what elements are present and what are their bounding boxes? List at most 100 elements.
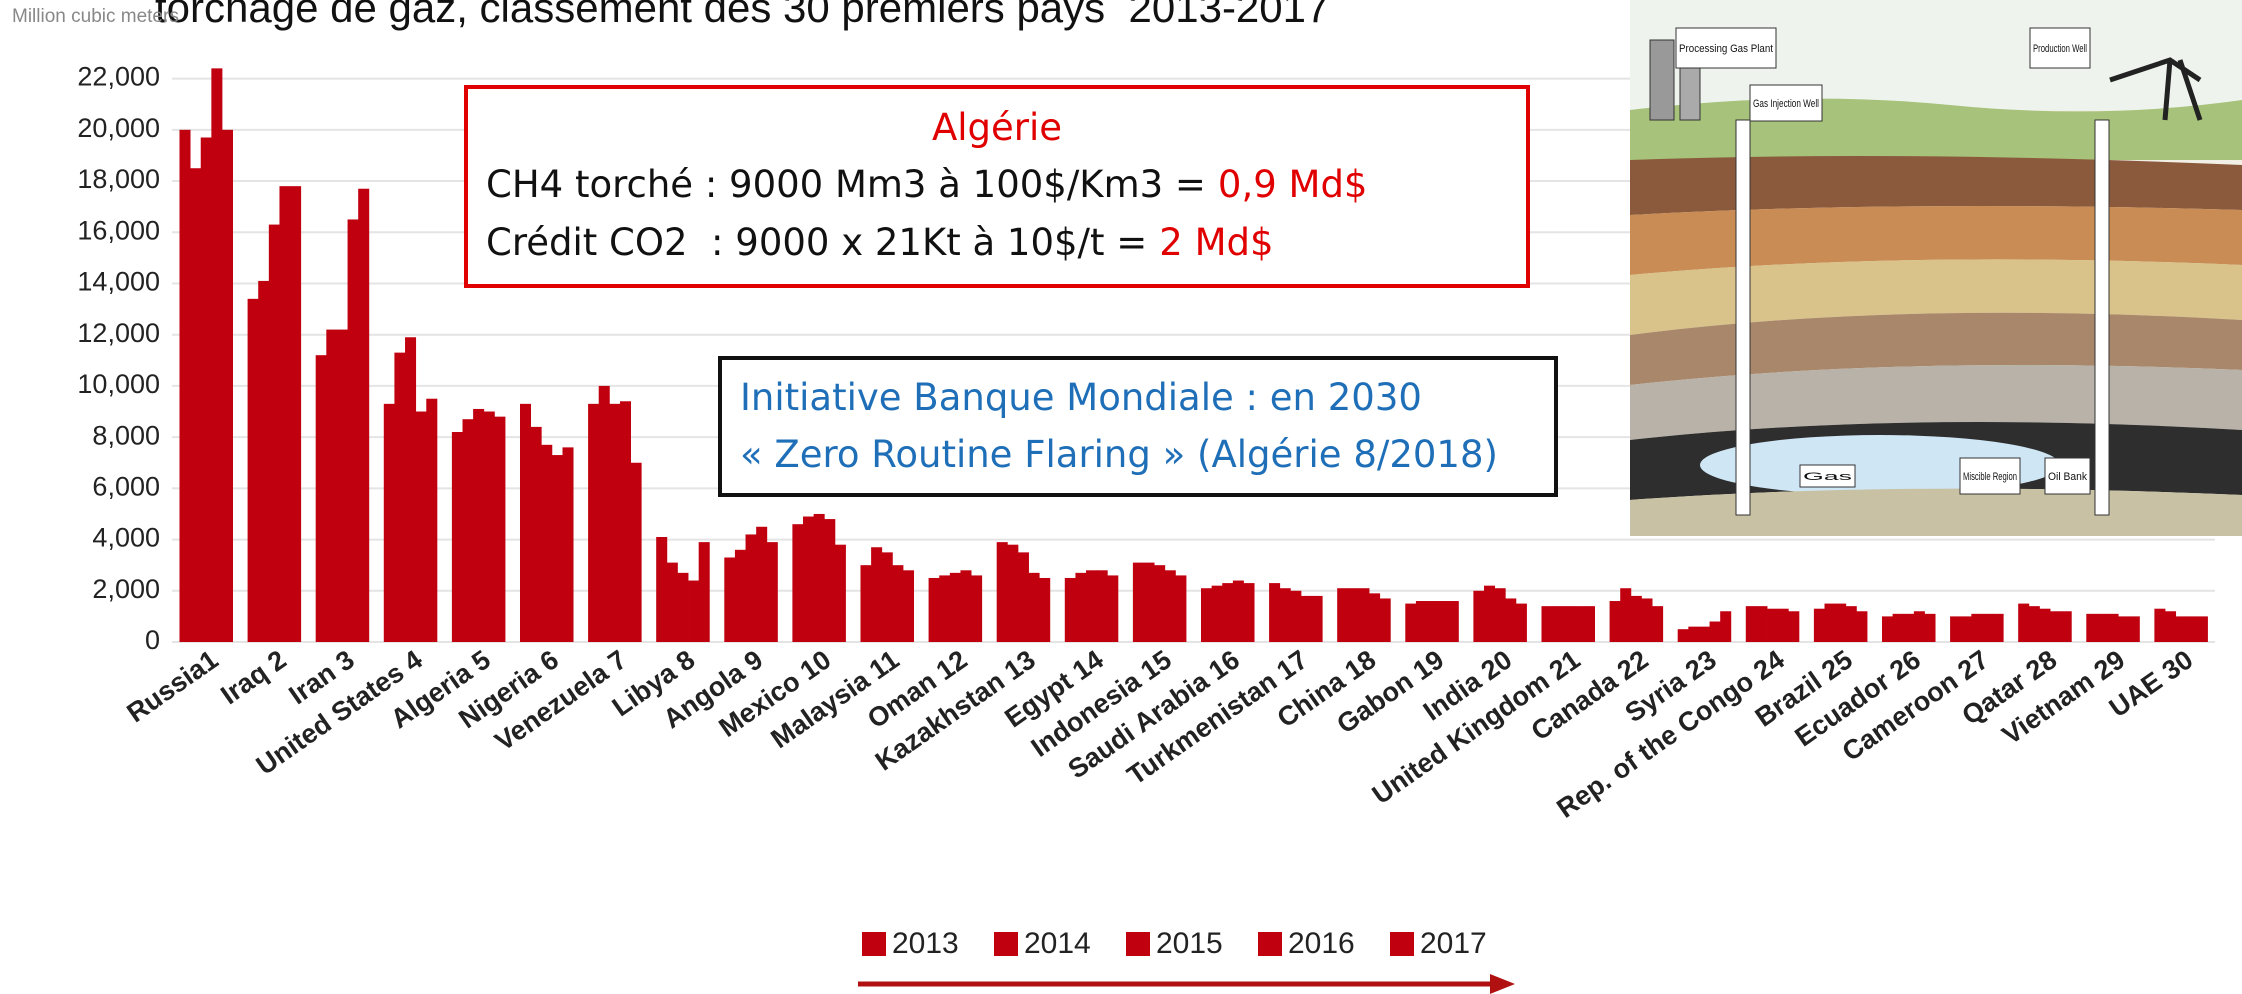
bar [1107,575,1118,642]
bar [531,427,542,642]
bar [201,138,212,642]
bar [735,550,746,642]
bar [1971,614,1982,642]
bar [1495,588,1506,642]
bar [1814,609,1825,642]
bar [1427,601,1438,642]
legend-swatch [1390,932,1414,956]
bar [2097,614,2108,642]
y-tick-label: 16,000 [77,215,160,245]
bar [1369,593,1380,642]
bar [1222,583,1233,642]
bar [1380,598,1391,642]
bar [1312,596,1323,642]
diagram-label: Production Well [2033,43,2087,55]
bar [1505,598,1516,642]
bar [258,281,269,642]
bar [767,542,778,642]
bar [756,527,767,642]
bar [882,552,893,642]
production-well [2095,120,2109,515]
diagram-label: Processing Gas Plant [1679,43,1773,55]
y-tick-label: 0 [145,625,160,655]
y-tick-label: 10,000 [77,369,160,399]
y-tick-label: 8,000 [92,420,160,450]
bar [541,445,552,642]
bar [667,563,678,642]
bar [1201,588,1212,642]
bar [1280,588,1291,642]
bar [1301,596,1312,642]
bar [2108,614,2119,642]
bar [835,545,846,642]
y-tick-label: 12,000 [77,318,160,348]
bar [1631,596,1642,642]
bar [552,455,563,642]
box-text: Crédit CO2 : 9000 x 21Kt à 10$/t = [486,221,1147,264]
bar [609,404,620,642]
bar [1882,616,1893,642]
bar [337,330,348,642]
bar [1982,614,1993,642]
bar [1290,591,1301,642]
bar [1846,606,1857,642]
bar [677,573,688,642]
bar [1473,591,1484,642]
bar [211,68,222,642]
bar [1097,570,1108,642]
bar [1720,611,1731,642]
bar [452,432,463,642]
bar [950,573,961,642]
bar [269,225,280,642]
bar [1788,611,1799,642]
bar [1641,598,1652,642]
bar [394,353,405,642]
bar [746,534,757,642]
box-line: CH4 torché : 9000 Mm3 à 100$/Km3 =0,9 Md… [486,163,1367,206]
bar [520,404,531,642]
bar [2029,606,2040,642]
box-title: Algérie [932,106,1062,149]
bar [190,168,201,642]
bar [1914,611,1925,642]
x-tick-label: Iraq 2 [215,644,291,710]
bar [1075,573,1086,642]
bar [1856,611,1867,642]
bar [358,189,369,642]
bar [1175,575,1186,642]
bar [1165,570,1176,642]
y-tick-label: 20,000 [77,113,160,143]
y-tick-label: 6,000 [92,471,160,501]
bar [1484,586,1495,642]
bar [699,542,710,642]
legend-label: 2016 [1288,927,1355,960]
injection-well [1736,120,1750,515]
bar [222,130,233,642]
bar [903,570,914,642]
bar [1620,588,1631,642]
bar [1065,578,1076,642]
bar [1825,604,1836,642]
bar [656,537,667,642]
bar [405,337,416,642]
bar [1573,606,1584,642]
bar [2039,609,2050,642]
bar [620,401,631,642]
bar [2197,616,2208,642]
legend-swatch [862,932,886,956]
y-tick-label: 4,000 [92,523,160,553]
red-annotation: Algérie CH4 torché : 9000 Mm3 à 100$/Km3… [466,87,1528,286]
bar [473,409,484,642]
bar [1358,588,1369,642]
bar [2129,616,2140,642]
bar [588,404,599,642]
bar [1348,588,1359,642]
bar [631,463,642,642]
bar [1950,616,1961,642]
bar [2018,604,2029,642]
y-tick-label: 18,000 [77,164,160,194]
time-arrow [858,974,1515,994]
bar [1552,606,1563,642]
bar [416,412,427,642]
